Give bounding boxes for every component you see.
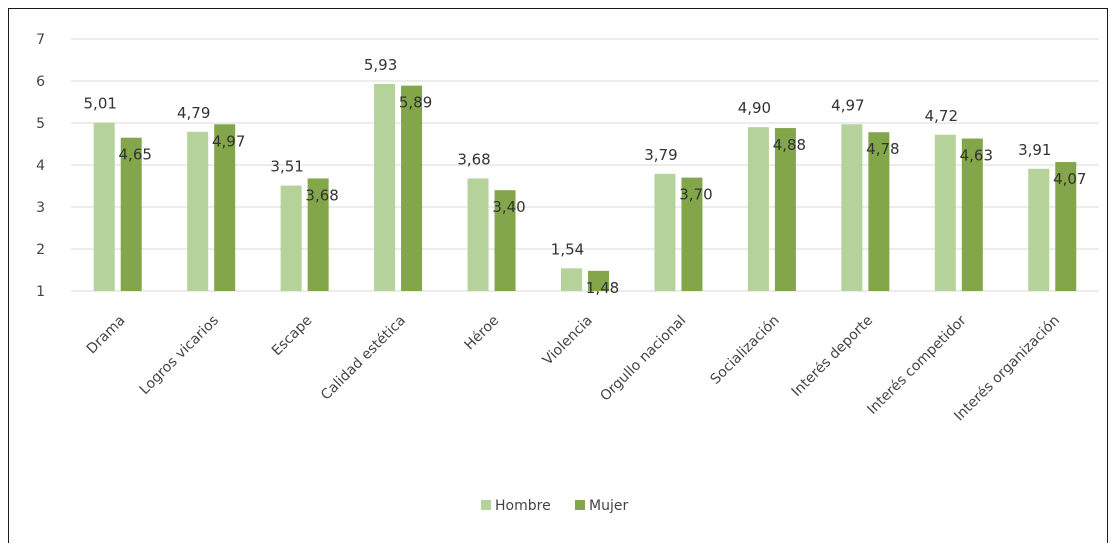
data-label-mujer-8: 4,78 bbox=[866, 140, 899, 158]
bar-mujer-1 bbox=[214, 124, 236, 291]
bar-hombre-3 bbox=[374, 83, 396, 291]
y-tick-label: 1 bbox=[36, 284, 45, 300]
bar-mujer-9 bbox=[961, 138, 983, 291]
data-label-hombre-2: 3,51 bbox=[270, 158, 303, 176]
bar-mujer-0 bbox=[120, 137, 142, 291]
data-label-mujer-2: 3,68 bbox=[305, 186, 338, 204]
bar-hombre-4 bbox=[467, 178, 489, 291]
category-label: Interés organización bbox=[951, 313, 1063, 425]
data-label-mujer-7: 4,88 bbox=[773, 136, 806, 154]
data-label-hombre-8: 4,97 bbox=[831, 96, 864, 114]
data-label-mujer-1: 4,97 bbox=[212, 132, 245, 150]
gridlines bbox=[71, 38, 1099, 292]
y-tick-label: 5 bbox=[36, 116, 45, 132]
data-label-mujer-10: 4,07 bbox=[1053, 170, 1086, 188]
y-tick-label: 6 bbox=[36, 74, 45, 90]
data-label-hombre-1: 4,79 bbox=[177, 104, 210, 122]
data-label-mujer-3: 5,89 bbox=[399, 94, 432, 112]
bar-hombre-2 bbox=[280, 185, 302, 291]
category-label: Escape bbox=[269, 313, 316, 360]
data-label-mujer-4: 3,40 bbox=[492, 198, 525, 216]
legend: Hombre Mujer bbox=[481, 498, 628, 514]
y-tick-label: 7 bbox=[36, 32, 45, 48]
y-tick-label: 4 bbox=[36, 158, 45, 174]
bar-mujer-8 bbox=[868, 132, 890, 291]
x-axis-categories: Drama Logros vicarios Escape Calidad estéti… bbox=[84, 312, 1063, 424]
bar-hombre-5 bbox=[561, 268, 582, 291]
data-label-hombre-7: 4,90 bbox=[738, 99, 771, 117]
data-label-hombre-6: 3,79 bbox=[644, 146, 677, 164]
category-label: Violencia bbox=[540, 313, 596, 369]
y-tick-label: 3 bbox=[36, 200, 45, 216]
legend-label-hombre: Hombre bbox=[495, 498, 551, 514]
data-label-hombre-9: 4,72 bbox=[925, 107, 958, 125]
category-label: Socialización bbox=[708, 313, 783, 388]
category-label: Logros vicarios bbox=[137, 313, 222, 398]
bar-mujer-2 bbox=[307, 178, 329, 291]
bar-hombre-9 bbox=[934, 134, 956, 291]
bar-hombre-6 bbox=[654, 173, 676, 291]
bar-mujer-4 bbox=[494, 190, 516, 291]
data-label-hombre-10: 3,91 bbox=[1018, 141, 1051, 159]
bar-mujer-10 bbox=[1055, 162, 1077, 291]
data-label-hombre-4: 3,68 bbox=[457, 150, 490, 168]
bars bbox=[93, 83, 1077, 292]
data-label-mujer-6: 3,70 bbox=[679, 186, 712, 204]
bar-hombre-0 bbox=[93, 122, 115, 291]
data-label-mujer-9: 4,63 bbox=[960, 147, 993, 165]
category-label: Interés deporte bbox=[789, 313, 876, 400]
bar-mujer-5 bbox=[588, 270, 609, 291]
bar-hombre-10 bbox=[1028, 168, 1050, 291]
y-tick-label: 2 bbox=[36, 242, 45, 258]
data-label-hombre-5: 1,54 bbox=[551, 240, 584, 258]
data-labels: 5,014,654,794,973,513,685,935,893,683,40… bbox=[84, 56, 1087, 297]
bar-mujer-3 bbox=[401, 85, 423, 292]
legend-label-mujer: Mujer bbox=[589, 498, 628, 514]
category-label: Drama bbox=[84, 313, 129, 358]
category-label: Interés competidor bbox=[864, 312, 969, 417]
data-label-hombre-0: 5,01 bbox=[84, 95, 117, 113]
data-label-mujer-0: 4,65 bbox=[119, 146, 152, 164]
legend-swatch-mujer bbox=[575, 500, 585, 510]
category-label: Orgullo nacional bbox=[597, 313, 689, 405]
bar-mujer-6 bbox=[681, 177, 703, 291]
bar-hombre-1 bbox=[187, 131, 209, 291]
bar-hombre-7 bbox=[747, 127, 769, 291]
category-label: Héroe bbox=[462, 313, 503, 354]
data-label-hombre-3: 5,93 bbox=[364, 56, 397, 74]
bar-mujer-7 bbox=[774, 128, 796, 291]
category-label: Calidad estética bbox=[318, 313, 409, 404]
legend-swatch-hombre bbox=[481, 500, 491, 510]
data-label-mujer-5: 1,48 bbox=[586, 279, 619, 297]
bar-hombre-8 bbox=[841, 124, 863, 291]
y-axis-ticks: 1 2 3 4 5 6 7 bbox=[36, 32, 45, 300]
